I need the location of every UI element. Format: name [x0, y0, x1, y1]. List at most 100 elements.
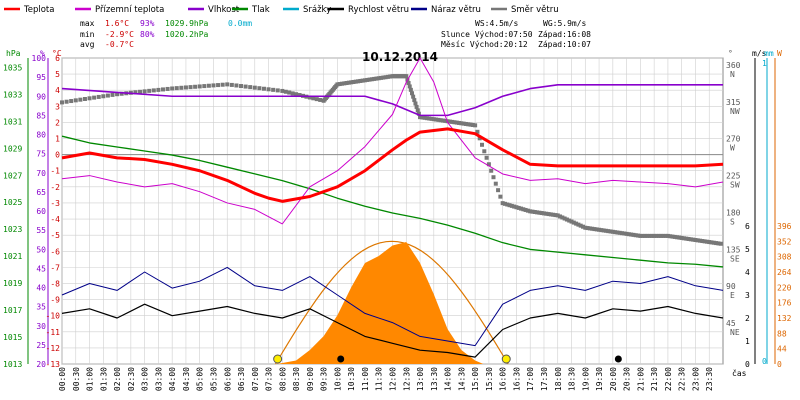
wind-direction-point — [516, 205, 521, 210]
wind-direction-point — [631, 232, 636, 237]
wind-direction-point — [383, 75, 388, 80]
tick-label-time: 00:30 — [72, 367, 81, 391]
wind-direction-point — [523, 207, 528, 212]
wind-direction-point — [454, 120, 459, 125]
tick-label-time: 07:00 — [251, 367, 260, 391]
wind-direction-point — [541, 211, 546, 216]
wind-direction-point — [252, 85, 257, 90]
moonrise-marker — [614, 355, 622, 363]
wind-direction-point — [138, 89, 143, 94]
tick-label-percent: 85 — [36, 111, 46, 120]
tick-label-time: 15:30 — [485, 367, 494, 391]
tick-label-ms: 2 — [745, 314, 750, 323]
axis-label-mm: mm — [764, 49, 774, 58]
wind-direction-point — [115, 92, 120, 97]
tick-label-time: 20:00 — [609, 367, 618, 391]
wind-direction-point — [638, 233, 643, 238]
wind-direction-point — [519, 206, 524, 211]
tick-label-celsius: -5 — [50, 231, 60, 240]
wind-direction-point — [337, 82, 342, 87]
tick-label-time: 19:30 — [595, 367, 604, 391]
wind-direction-point — [677, 235, 682, 240]
wind-direction-point — [525, 208, 530, 213]
tick-label-celsius: -4 — [50, 215, 60, 224]
wind-direction-point — [151, 88, 156, 93]
wind-direction-point — [585, 226, 590, 231]
wind-direction-point — [318, 97, 323, 102]
wind-direction-point — [530, 209, 535, 214]
tick-label-ms: 4 — [745, 268, 750, 277]
tick-label-time: 13:00 — [416, 367, 425, 391]
tick-label-percent: 30 — [36, 322, 46, 331]
wind-direction-point — [688, 237, 693, 242]
wind-direction-point — [225, 82, 230, 87]
wind-direction-point — [452, 120, 457, 125]
wind-direction-point — [362, 78, 367, 83]
wind-direction-point — [670, 234, 675, 239]
wind-direction-point — [539, 211, 544, 216]
tick-label-time: 03:30 — [154, 367, 163, 391]
wind-direction-point — [500, 201, 505, 206]
tick-label-w: 176 — [777, 299, 792, 308]
wind-direction-point — [507, 203, 512, 208]
wind-direction-point — [505, 202, 510, 207]
wind-direction-point — [422, 115, 427, 120]
wind-direction-point — [707, 240, 712, 245]
wind-direction-point — [406, 81, 411, 86]
wind-direction-point — [385, 74, 390, 79]
tick-label-hpa: 1027 — [3, 171, 22, 180]
wind-direction-point — [418, 115, 423, 120]
wind-direction-point — [567, 218, 572, 223]
tick-label-time: 22:30 — [678, 367, 687, 391]
tick-label-time: 21:30 — [650, 367, 659, 391]
wind-direction-point — [475, 129, 480, 134]
stat-max-press: 1029.9hPa — [165, 19, 209, 28]
tick-label-time: 13:30 — [430, 367, 439, 391]
tick-label-hpa: 1023 — [3, 225, 22, 234]
wind-direction-point — [257, 86, 262, 91]
wind-direction-point — [569, 219, 574, 224]
wind-direction-point — [193, 84, 198, 89]
wind-direction-point — [645, 233, 650, 238]
humidity-line — [61, 83, 723, 117]
wind-direction-point — [679, 235, 684, 240]
wind-direction-point — [597, 227, 602, 232]
wind-direction-point — [695, 238, 700, 243]
wind-direction-point — [555, 213, 560, 218]
stat-moon-rise: Měsíc Východ:20:12 — [441, 40, 528, 49]
wind-direction-point — [92, 95, 97, 100]
tick-label-time: 16:30 — [512, 367, 521, 391]
tick-label-time: 16:00 — [499, 367, 508, 391]
wind-direction-point — [592, 227, 597, 232]
moonset-marker — [337, 355, 345, 363]
wind-direction-point — [691, 237, 696, 242]
wind-direction-point — [412, 98, 417, 103]
tick-label-time: 17:00 — [526, 367, 535, 391]
wind-direction-point — [307, 95, 312, 100]
wind-direction-point — [280, 88, 285, 93]
tick-label-celsius: 4 — [55, 86, 60, 95]
stat-ws: WS:4.5m/s — [475, 19, 519, 28]
wind-direction-point — [702, 239, 707, 244]
wind-direction-point — [493, 181, 498, 186]
wind-direction-point — [414, 104, 419, 109]
stat-sun-rise: Slunce Východ:07:50 — [441, 30, 533, 39]
wind-direction-point — [564, 217, 569, 222]
tick-label-w: 44 — [777, 345, 787, 354]
wind-direction-point — [183, 85, 188, 90]
wind-direction-point — [275, 88, 280, 93]
wind-direction-point — [560, 215, 565, 220]
wind-direction-point — [698, 238, 703, 243]
tick-label-hpa: 1029 — [3, 144, 22, 153]
tick-label-time: 00:00 — [58, 367, 67, 391]
wind-direction-point — [608, 229, 613, 234]
wind-direction-point — [477, 136, 482, 141]
tick-label-celsius: 6 — [55, 54, 60, 63]
tick-label-percent: 75 — [36, 150, 46, 159]
tick-label-direction: 270 — [726, 135, 741, 144]
wind-direction-point — [461, 121, 466, 126]
wind-direction-point — [147, 88, 152, 93]
wind-direction-point — [622, 231, 627, 236]
wind-direction-point — [234, 83, 239, 88]
tick-label-hpa: 1025 — [3, 198, 22, 207]
